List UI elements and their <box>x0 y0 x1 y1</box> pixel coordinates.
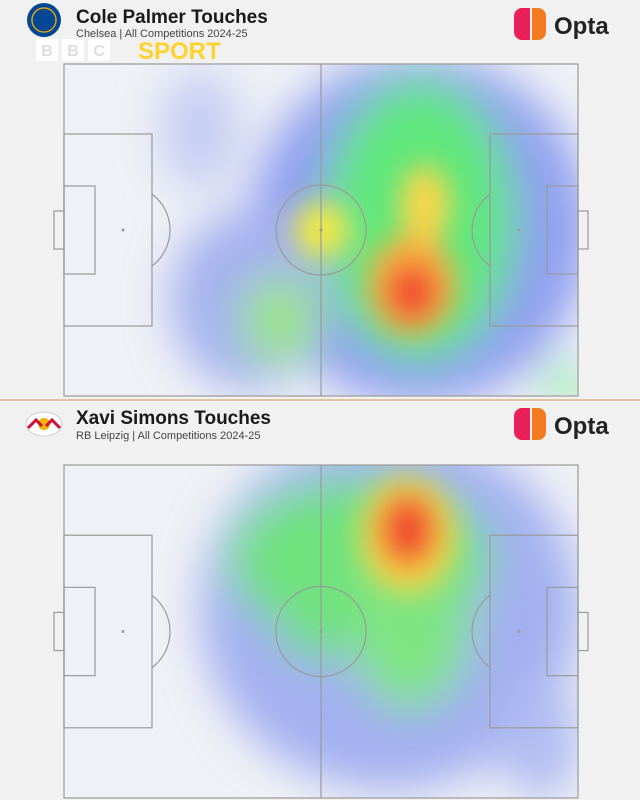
brand-logo <box>514 408 530 440</box>
centre-spot <box>319 630 323 633</box>
club-crest-bulls <box>26 417 62 430</box>
sport-word: SPORT <box>138 38 221 65</box>
subtitle: Chelsea | All Competitions 2024-25 <box>76 28 248 40</box>
heat-blob <box>400 165 450 245</box>
panel-header: Cole Palmer Touches Chelsea | All Compet… <box>27 3 609 65</box>
goal <box>53 210 65 250</box>
broadcaster-logo: B B C SPORT <box>36 38 221 65</box>
brand-name: Opta <box>554 413 609 440</box>
penalty-arc <box>151 193 171 267</box>
heat-blob <box>378 492 438 568</box>
letter: B <box>67 43 79 60</box>
panel-header: Xavi Simons Touches RB Leipzig | All Com… <box>25 408 609 442</box>
centre-circle <box>275 585 367 678</box>
heatmap <box>64 465 578 798</box>
centre-circle <box>275 184 367 276</box>
pitch-lines <box>53 63 589 397</box>
heat-blob <box>240 275 320 365</box>
letter: B <box>41 43 53 60</box>
brand-logo <box>532 8 546 40</box>
heatmap <box>64 64 578 396</box>
penalty-spot <box>121 228 125 232</box>
penalty-arc <box>151 594 171 669</box>
heat-blob <box>283 590 353 660</box>
penalty-arc <box>471 193 491 267</box>
penalty-spot <box>121 630 125 633</box>
letter-box <box>88 39 110 61</box>
centre-spot <box>319 228 323 232</box>
heat-blob <box>386 262 438 322</box>
penalty-spot <box>517 630 521 633</box>
subtitle: RB Leipzig | All Competitions 2024-25 <box>76 430 260 442</box>
penalty-spot <box>517 228 521 232</box>
letter-box <box>36 39 58 61</box>
goal <box>577 611 589 652</box>
brand-name: Opta <box>554 13 609 40</box>
pitch-lines <box>53 464 589 799</box>
title: Xavi Simons Touches <box>76 408 271 429</box>
penalty-arc <box>471 594 491 669</box>
brand-logo <box>532 408 546 440</box>
title: Cole Palmer Touches <box>76 7 268 28</box>
heat-blob <box>500 680 578 798</box>
club-crest-ring <box>31 7 57 33</box>
goal <box>577 210 589 250</box>
brand-logo <box>514 8 530 40</box>
goal <box>53 611 65 652</box>
heat-blob <box>545 370 578 396</box>
heat-blob <box>160 70 240 190</box>
letter: C <box>93 43 105 60</box>
letter-box <box>62 39 84 61</box>
